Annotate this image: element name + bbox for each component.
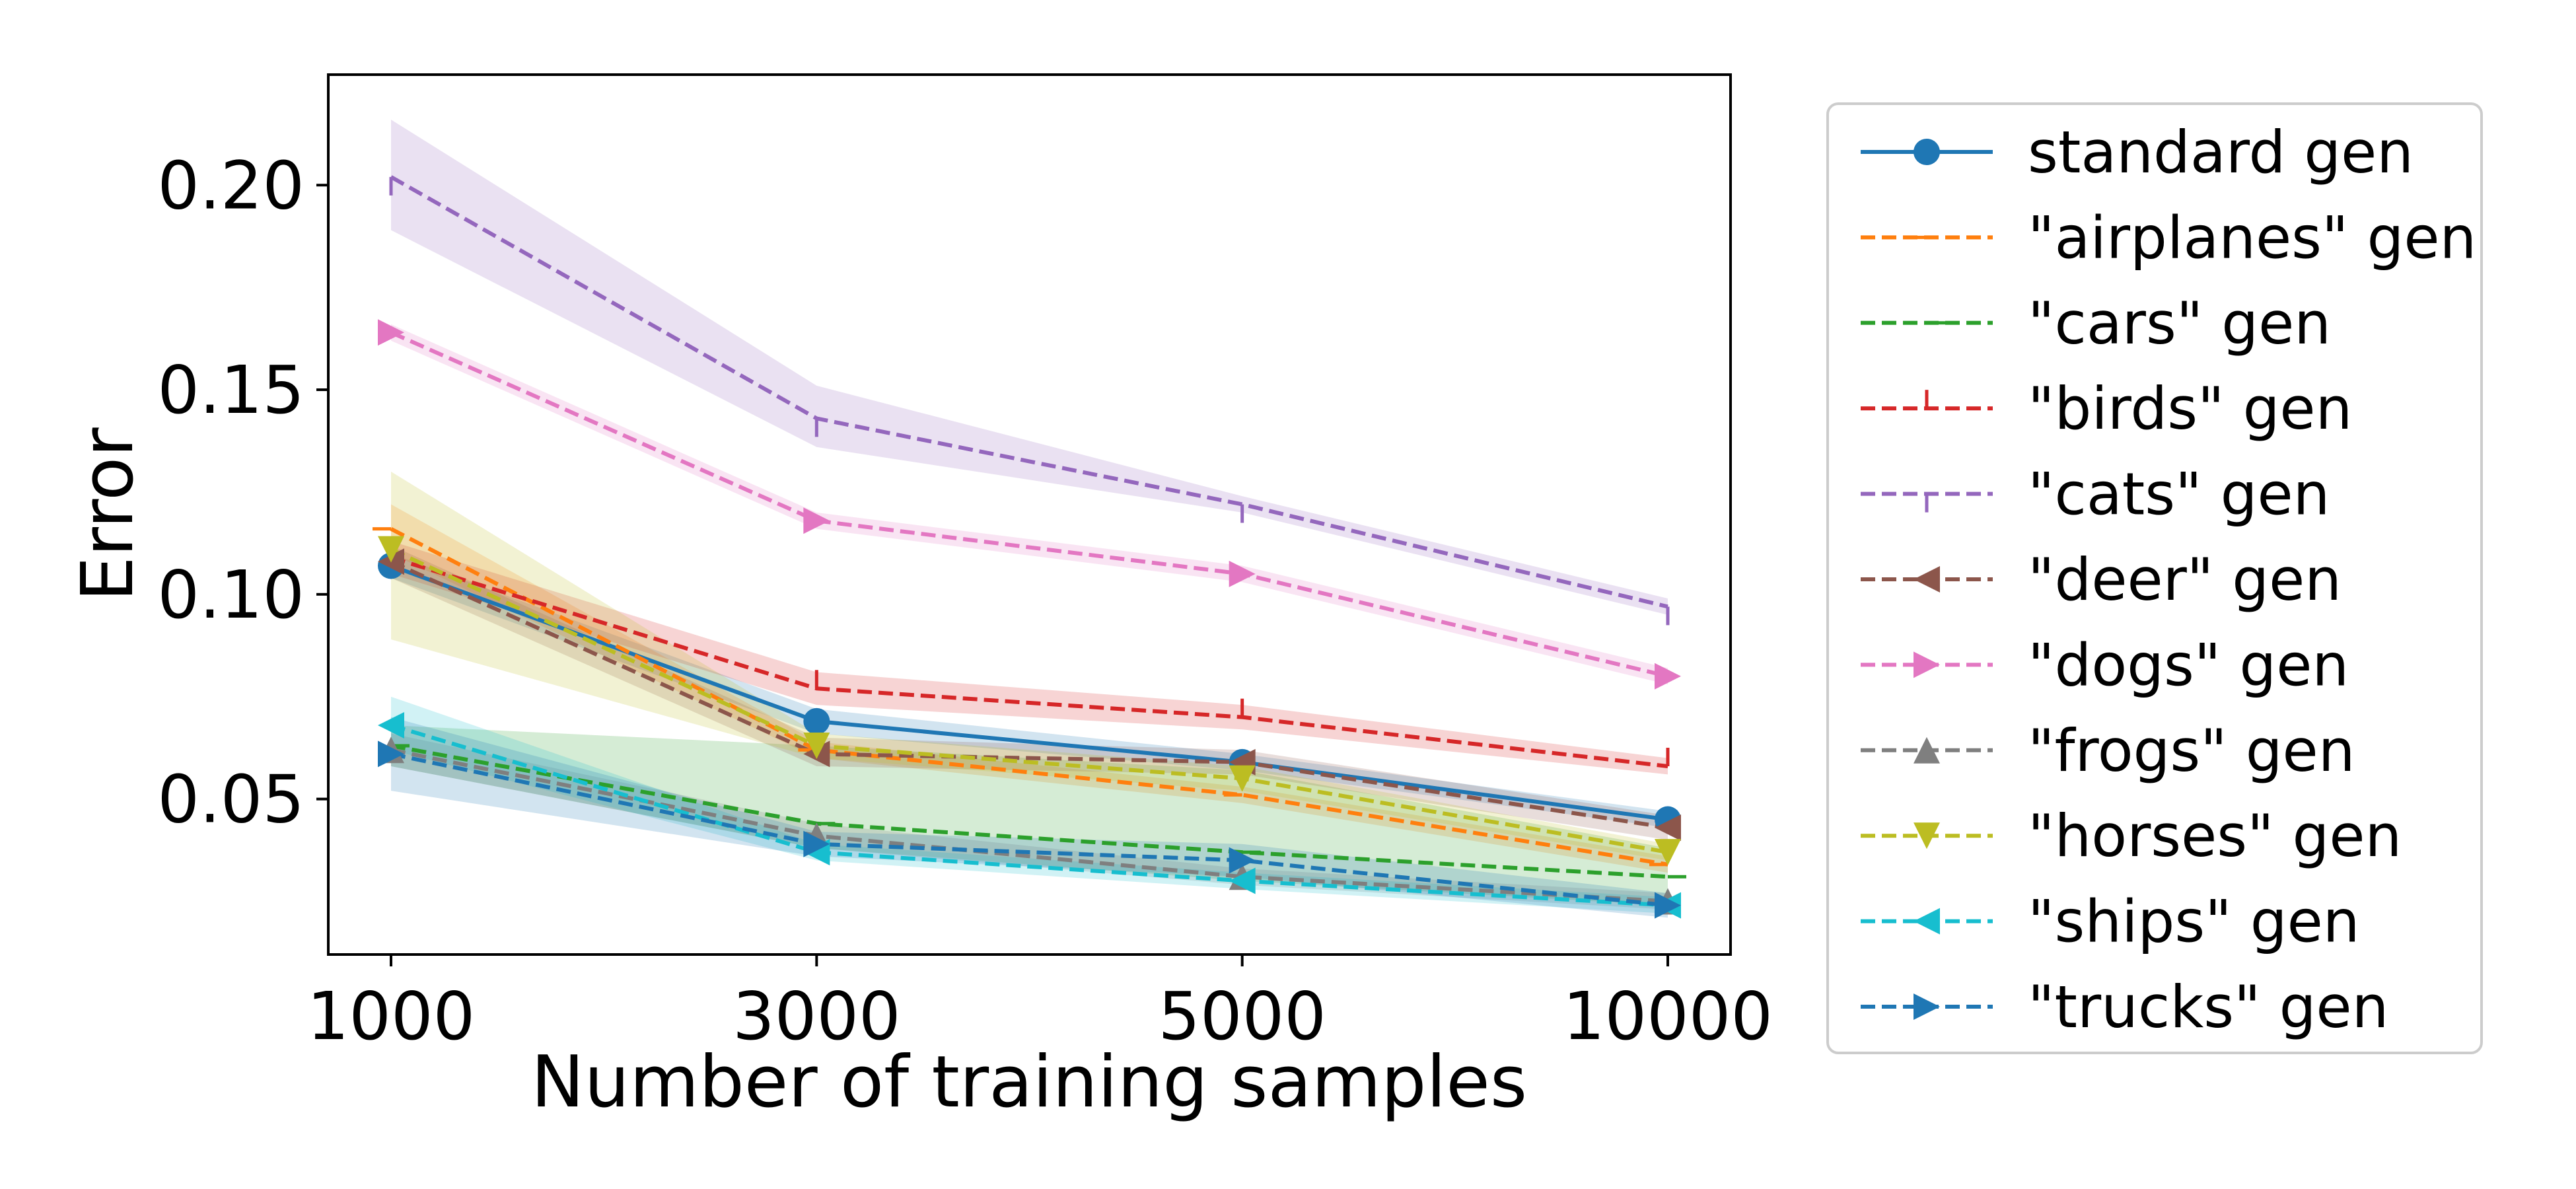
legend-label-frogs-gen: "frogs" gen [2028,717,2355,785]
x-tick-label-3: 10000 [1563,978,1773,1055]
y-tick-label-0: 0.05 [157,761,304,838]
marker-trucks-gen-3 [1655,892,1681,919]
band-airplanes-gen [391,504,1668,873]
series-line-trucks-gen [390,752,1668,908]
series-line-birds-gen [390,556,1668,768]
y-tick-label-3: 0.20 [157,147,304,224]
marker-trucks-gen-1 [803,830,830,857]
band-cars-gen [391,725,1668,906]
series-line-cars-gen [390,744,1668,879]
legend-marker-dogs-gen [1914,651,1940,678]
legend-marker-standard-gen [1914,139,1940,165]
legend: standard gen "airplanes" gen "cars" gen "bi… [1826,102,2483,1054]
series-line-frogs-gen [390,748,1668,904]
marker-dogs-gen-1 [803,507,830,534]
marker-dogs-gen-0 [378,319,404,346]
y-axis: 0.05 0.10 0.15 0.20 [157,147,328,838]
marker-deer-gen-3 [1655,814,1681,841]
legend-label-cars-gen: "cars" gen [2028,289,2331,357]
series-line-standard-gen [390,563,1668,822]
legend-marker-trucks-gen [1914,993,1940,1020]
plot-frame [327,73,1732,956]
series-line-airplanes-gen [390,527,1668,867]
band-ships-gen [391,696,1668,914]
legend-marker-horses-gen [1914,822,1940,849]
band-standard-gen [391,553,1668,828]
x-axis: 1000 3000 5000 10000 [307,955,1773,1055]
band-trucks-gen [391,717,1668,918]
y-axis-label: Error [67,427,149,602]
marker-dogs-gen-3 [1655,663,1681,690]
marker-standard-gen-1 [803,707,830,735]
legend-marker-deer-gen [1914,566,1940,593]
marker-ships-gen-2 [1229,867,1256,894]
legend-label-trucks-gen: "trucks" gen [2028,973,2388,1041]
band-deer-gen [391,545,1668,840]
legend-label-horses-gen: "horses" gen [2028,802,2402,870]
legend-marker-ships-gen [1914,908,1940,935]
marker-horses-gen-2 [1229,765,1256,792]
marker-trucks-gen-0 [378,740,404,768]
x-axis-label: Number of training samples [531,1041,1527,1124]
legend-label-birds-gen: "birds" gen [2028,375,2352,443]
x-tick-label-1: 3000 [733,978,901,1055]
x-tick-label-0: 1000 [307,978,476,1055]
series-markers [373,176,1686,919]
band-dogs-gen [391,324,1668,685]
legend-label-dogs-gen: "dogs" gen [2028,631,2349,699]
marker-horses-gen-0 [378,536,404,563]
legend-label-cats-gen: "cats" gen [2028,460,2330,528]
legend-frame [1826,102,2483,1054]
series-line-horses-gen [390,547,1668,855]
marker-trucks-gen-2 [1229,847,1256,874]
marker-horses-gen-1 [803,733,830,760]
legend-marker-frogs-gen [1914,737,1940,764]
legend-label-standard-gen: standard gen [2028,118,2414,186]
legend-label-ships-gen: "ships" gen [2028,888,2359,956]
y-tick-label-2: 0.15 [157,351,304,429]
y-tick-label-1: 0.10 [157,556,304,633]
marker-dogs-gen-2 [1229,560,1256,587]
series-line-deer-gen [390,559,1668,830]
legend-label-airplanes-gen: "airplanes" gen [2028,203,2476,271]
legend-label-deer-gen: "deer" gen [2028,546,2342,614]
series-lines [390,175,1668,908]
x-tick-label-2: 5000 [1158,978,1326,1055]
series-line-cats-gen [390,175,1668,609]
series-line-dogs-gen [390,330,1668,678]
marker-ships-gen-0 [378,712,404,739]
series-line-ships-gen [390,723,1668,908]
marker-horses-gen-3 [1655,839,1681,866]
band-frogs-gen [391,733,1668,910]
